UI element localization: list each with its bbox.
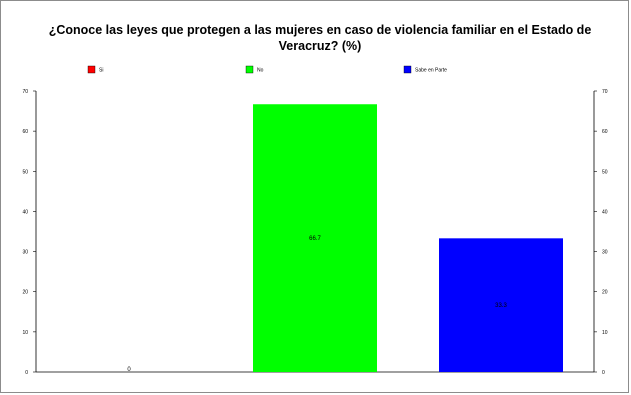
legend-label-3: Sabe en Parte: [415, 68, 447, 74]
y-tick-label-left: 50: [22, 169, 28, 175]
legend-label-1: Si: [99, 68, 103, 74]
y-tick-label-right: 30: [602, 250, 608, 256]
chart-title: ¿Conoce las leyes que protegen a las muj…: [20, 22, 620, 54]
y-tick-label-left: 0: [25, 370, 28, 376]
bar-2: [253, 104, 377, 373]
data-label-2: 66.7: [309, 236, 321, 242]
y-tick-label-left: 10: [22, 330, 28, 336]
legend-label-2: No: [257, 68, 264, 74]
y-tick-label-left: 70: [22, 89, 28, 95]
y-tick-label-right: 20: [602, 290, 608, 296]
legend-swatch-1: [87, 65, 96, 74]
data-label-3: 33.3: [495, 303, 507, 309]
data-label-1: 0: [127, 367, 131, 373]
y-tick-label-left: 20: [22, 290, 28, 296]
y-tick-label-right: 10: [602, 330, 608, 336]
legend-swatch-3: [403, 65, 412, 74]
y-tick-label-left: 30: [22, 250, 28, 256]
y-tick-label-right: 40: [602, 209, 608, 215]
y-tick-label-left: 60: [22, 129, 28, 135]
legend-swatch-2: [245, 65, 254, 74]
y-tick-label-right: 0: [602, 370, 605, 376]
chart-title-line-2: Veracruz? (%): [278, 39, 362, 53]
chart-title-line-1: ¿Conoce las leyes que protegen a las muj…: [48, 23, 592, 37]
y-tick-label-right: 60: [602, 129, 608, 135]
bar-3: [439, 238, 563, 372]
y-tick-label-right: 50: [602, 169, 608, 175]
y-tick-label-left: 40: [22, 209, 28, 215]
y-tick-label-right: 70: [602, 89, 608, 95]
